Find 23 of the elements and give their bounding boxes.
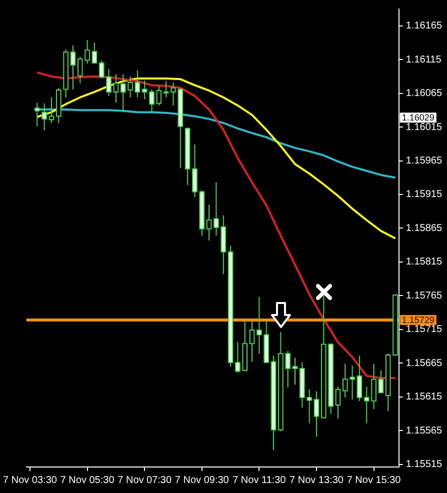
x-tick-label: 7 Nov 07:30 xyxy=(118,474,172,486)
y-tick-label: 1.15865 xyxy=(406,222,442,234)
x-tick-label: 7 Nov 03:30 xyxy=(3,474,58,486)
y-tick-label: 1.15765 xyxy=(406,290,442,302)
text: 1.16029 xyxy=(402,112,434,123)
y-tick-label: 1.15715 xyxy=(406,324,442,336)
y-tick-label: 1.16115 xyxy=(406,54,442,66)
x-tick-label: 7 Nov 09:30 xyxy=(174,474,230,486)
y-tick-label: 1.15915 xyxy=(406,189,442,200)
y-tick-label: 1.15515 xyxy=(406,459,442,470)
y-tick-label: 1.16065 xyxy=(406,88,442,100)
y-tick-label: 1.15615 xyxy=(406,392,442,403)
y-tick-label: 1.15665 xyxy=(406,358,442,369)
y-tick-label: 1.15815 xyxy=(406,256,442,268)
y-tick-label: 1.16165 xyxy=(406,20,442,32)
x-tick-label: 7 Nov 11:30 xyxy=(232,474,286,486)
x-tick-label: 7 Nov 05:30 xyxy=(60,474,115,486)
ref-line-label: 1.15729 xyxy=(402,314,434,325)
y-tick-label: 1.15565 xyxy=(406,425,442,436)
x-tick-label: 7 Nov 13:30 xyxy=(290,474,344,486)
x-tick-label: 7 Nov 15:30 xyxy=(346,474,402,486)
y-tick-label: 1.15965 xyxy=(406,156,442,167)
y-tick-label: 1.16015 xyxy=(406,122,442,133)
